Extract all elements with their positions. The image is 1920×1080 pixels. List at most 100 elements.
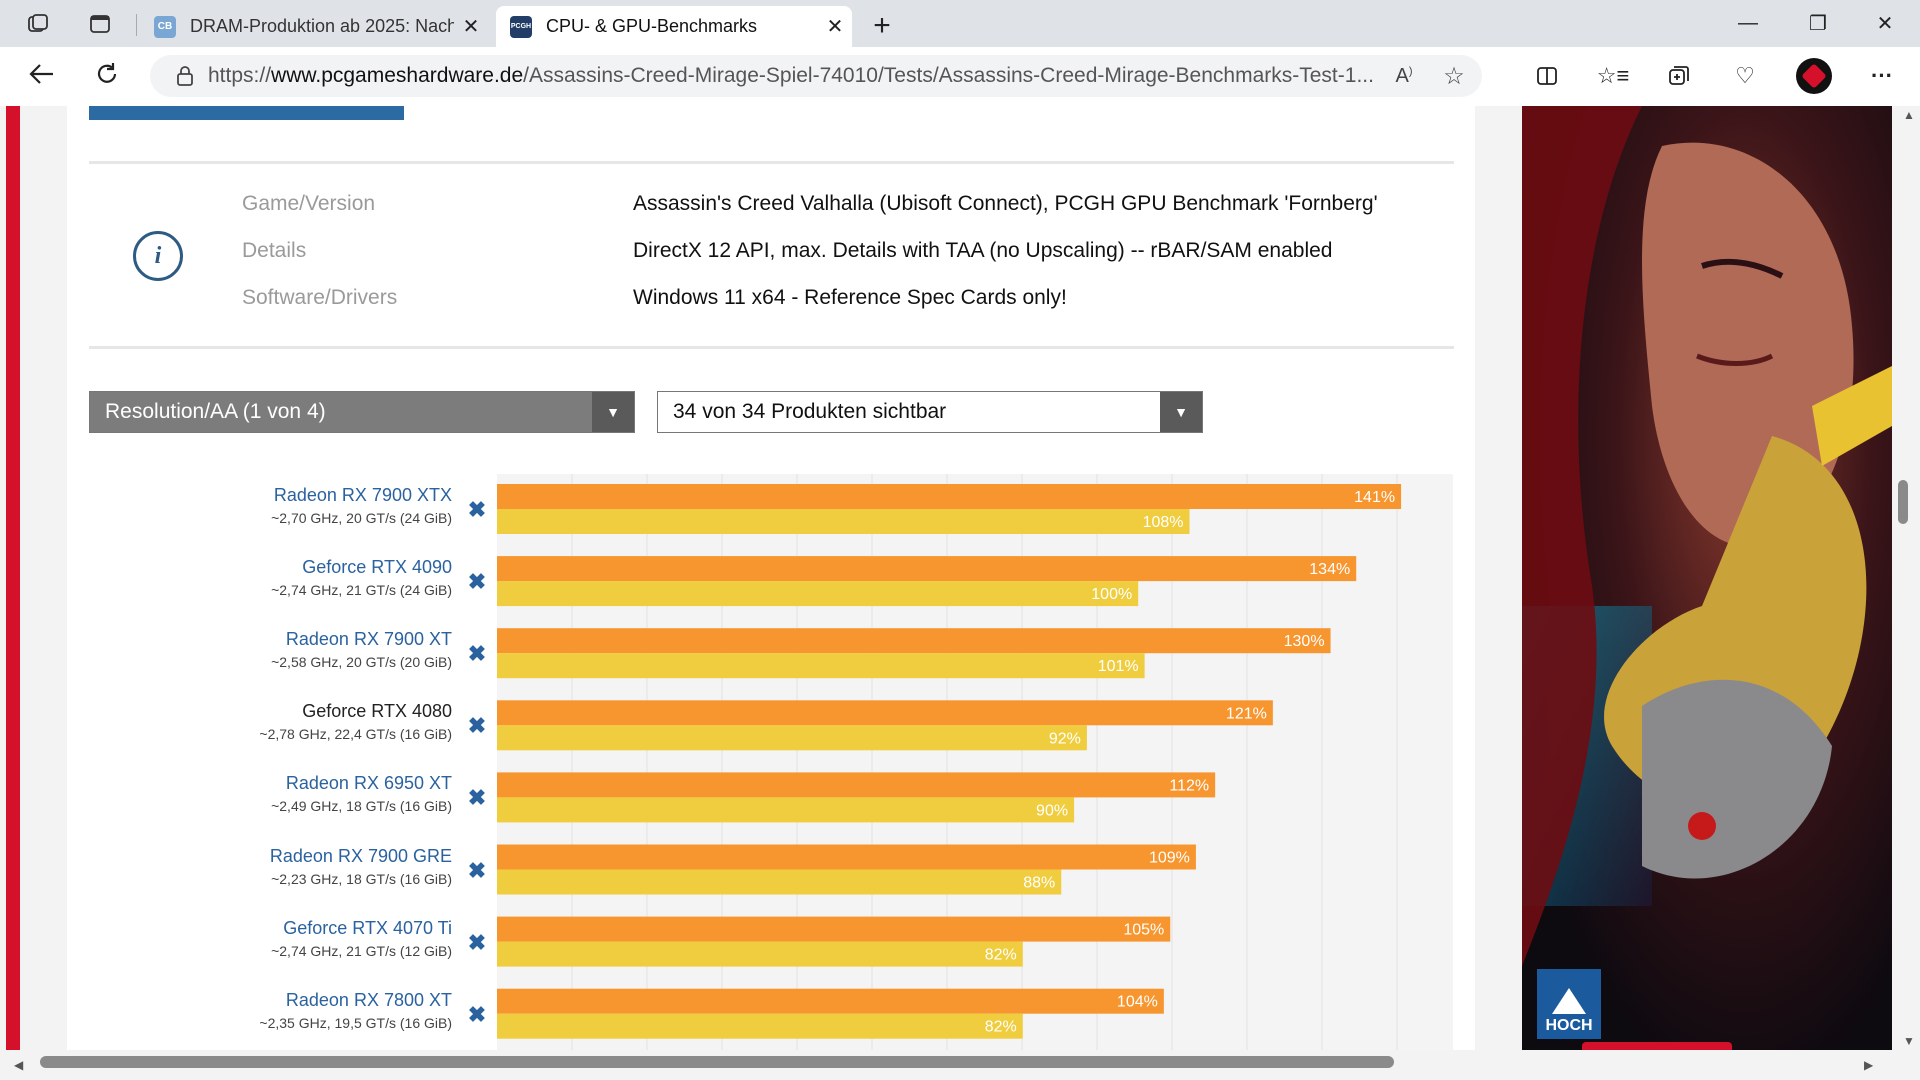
scroll-up-arrow-icon[interactable]: ▲: [1903, 108, 1915, 122]
close-window-icon[interactable]: ✕: [1876, 13, 1894, 35]
more-menu-icon[interactable]: ···: [1871, 63, 1893, 88]
bar-value-label: 109%: [1149, 850, 1190, 867]
remove-product-icon[interactable]: ✖: [467, 569, 487, 595]
bar-value-label: 104%: [1117, 994, 1158, 1011]
game-version-value: Assassin's Creed Valhalla (Ubisoft Conne…: [633, 192, 1378, 215]
tab-actions-icon[interactable]: [76, 0, 124, 47]
game-version-label: Game/Version: [242, 192, 376, 215]
gpu-spec-text: ~2,23 GHz, 18 GT/s (16 GiB): [271, 870, 452, 887]
gpu-name-link[interactable]: Radeon RX 6950 XT: [285, 773, 452, 794]
workspaces-icon[interactable]: [14, 0, 62, 47]
restore-icon[interactable]: ❐: [1809, 13, 1827, 35]
benchmark-chart: 141% 108% 134% 100% 130% 101% 121% 92% 112% 90% 10…: [497, 474, 1453, 1050]
bar-primary: [497, 916, 1171, 942]
minimize-icon[interactable]: —: [1738, 12, 1758, 34]
resolution-dropdown-label: Resolution/AA (1 von 4): [105, 400, 326, 423]
bar-value-label: 130%: [1284, 633, 1325, 650]
products-dropdown-label: 34 von 34 Produkten sichtbar: [673, 400, 947, 423]
back-to-top-label: HOCH: [1545, 1017, 1593, 1034]
bar-value-label: 134%: [1309, 561, 1350, 578]
tab-strip: CB DRAM-Produktion ab 2025: Nachfrage ✕ …: [0, 0, 1920, 47]
bar-value-label: 112%: [1169, 777, 1209, 794]
close-tab-icon[interactable]: ✕: [826, 16, 844, 38]
collections-icon[interactable]: [1654, 53, 1704, 99]
bar-primary: [497, 844, 1196, 870]
browser-essentials-icon[interactable]: ♡: [1735, 63, 1755, 88]
resolution-dropdown[interactable]: Resolution/AA (1 von 4) ▼: [89, 391, 635, 433]
bar-secondary: [497, 509, 1190, 534]
favorite-star-icon[interactable]: ☆: [1443, 62, 1465, 90]
ad-artwork: [1522, 106, 1892, 1050]
close-tab-icon[interactable]: ✕: [462, 16, 480, 38]
header-block: [89, 106, 404, 120]
bar-secondary: [497, 941, 1023, 967]
bar-value-label: 90%: [1036, 802, 1068, 819]
tab-divider: [136, 14, 137, 36]
url-domain: www.pcgameshardware.de: [271, 64, 524, 87]
url-scheme: https://: [208, 64, 272, 87]
profile-avatar[interactable]: [1796, 58, 1832, 94]
favorites-icon[interactable]: ☆≡: [1596, 63, 1630, 88]
tab-title: DRAM-Produktion ab 2025: Nachfrage: [190, 16, 454, 36]
bar-primary: [497, 772, 1216, 798]
gpu-name-link[interactable]: Radeon RX 7900 GRE: [269, 845, 452, 866]
gpu-spec-text: ~2,35 GHz, 19,5 GT/s (16 GiB): [259, 1014, 452, 1031]
gpu-spec-text: ~2,74 GHz, 21 GT/s (24 GiB): [271, 582, 452, 599]
read-aloud-icon[interactable]: A): [1395, 64, 1413, 87]
remove-product-icon[interactable]: ✖: [467, 785, 487, 811]
gpu-spec-text: ~2,78 GHz, 22,4 GT/s (16 GiB): [259, 726, 452, 743]
bar-value-label: 101%: [1098, 658, 1139, 675]
details-value: DirectX 12 API, max. Details with TAA (n…: [633, 239, 1333, 262]
url-text[interactable]: https://www.pcgameshardware.de/Assassins…: [208, 64, 1382, 88]
new-tab-button[interactable]: +: [873, 9, 891, 42]
info-icon: i: [133, 231, 183, 281]
horizontal-scroll-thumb[interactable]: [40, 1056, 1394, 1068]
gpu-name-link[interactable]: Radeon RX 7900 XTX: [273, 485, 452, 505]
address-bar[interactable]: https://www.pcgameshardware.de/Assassins…: [150, 55, 1482, 97]
tab-benchmarks[interactable]: PCGH CPU- & GPU-Benchmarks ✕: [496, 6, 852, 47]
bar-value-label: 92%: [1049, 730, 1081, 747]
divider: [89, 346, 1454, 349]
remove-product-icon[interactable]: ✖: [467, 929, 487, 955]
remove-product-icon[interactable]: ✖: [467, 641, 487, 667]
back-arrow-icon[interactable]: [19, 51, 65, 97]
tab-dram[interactable]: CB DRAM-Produktion ab 2025: Nachfrage ✕: [140, 6, 488, 47]
gpu-name-link[interactable]: Geforce RTX 4090: [302, 557, 452, 578]
gpu-name-link[interactable]: Radeon RX 7900 XT: [285, 629, 452, 650]
bar-secondary: [497, 725, 1087, 751]
gpu-spec-text: ~2,74 GHz, 21 GT/s (12 GiB): [271, 942, 452, 959]
address-toolbar: https://www.pcgameshardware.de/Assassins…: [0, 47, 1920, 107]
gpu-spec-text: ~2,70 GHz, 20 GT/s (24 GiB): [271, 510, 452, 526]
page-viewport: i Game/Version Assassin's Creed Valhalla…: [0, 106, 1920, 1080]
bar-value-label: 121%: [1226, 705, 1267, 722]
split-screen-icon[interactable]: [1522, 53, 1572, 99]
details-label: Details: [242, 239, 307, 262]
bar-primary: [497, 556, 1357, 582]
remove-product-icon[interactable]: ✖: [467, 1001, 487, 1027]
bar-value-label: 141%: [1354, 489, 1395, 506]
advertisement[interactable]: [1522, 106, 1892, 1050]
remove-product-icon[interactable]: ✖: [467, 497, 487, 522]
vertical-scroll-thumb[interactable]: [1898, 480, 1908, 524]
lock-icon[interactable]: [176, 66, 194, 86]
scroll-right-arrow-icon[interactable]: ▶: [1864, 1058, 1874, 1072]
chevron-down-icon: ▼: [592, 392, 634, 432]
products-dropdown[interactable]: 34 von 34 Produkten sichtbar ▼: [657, 391, 1203, 433]
scroll-left-arrow-icon[interactable]: ◀: [14, 1058, 24, 1072]
site-accent-bar: [6, 106, 20, 1050]
bar-value-label: 82%: [985, 1019, 1017, 1036]
remove-product-icon[interactable]: ✖: [467, 857, 487, 883]
back-to-top-button[interactable]: HOCH: [1537, 969, 1601, 1039]
gpu-spec-text: ~2,58 GHz, 20 GT/s (20 GiB): [271, 654, 452, 671]
tab-title: CPU- & GPU-Benchmarks: [546, 16, 758, 36]
computerbase-favicon-icon: CB: [154, 15, 176, 38]
gpu-name-link[interactable]: Radeon RX 7800 XT: [285, 989, 452, 1010]
vertical-scrollbar[interactable]: ▲ ▼: [1896, 106, 1920, 1050]
remove-product-icon[interactable]: ✖: [467, 713, 487, 739]
refresh-icon[interactable]: [84, 51, 130, 97]
gpu-name-link[interactable]: Geforce RTX 4070 Ti: [283, 917, 452, 938]
url-path: /Assassins-Creed-Mirage-Spiel-74010/Test…: [523, 64, 1374, 87]
bar-secondary: [497, 653, 1145, 679]
pcgh-favicon-icon: PCGH: [510, 15, 532, 38]
scroll-down-arrow-icon[interactable]: ▼: [1903, 1034, 1915, 1048]
